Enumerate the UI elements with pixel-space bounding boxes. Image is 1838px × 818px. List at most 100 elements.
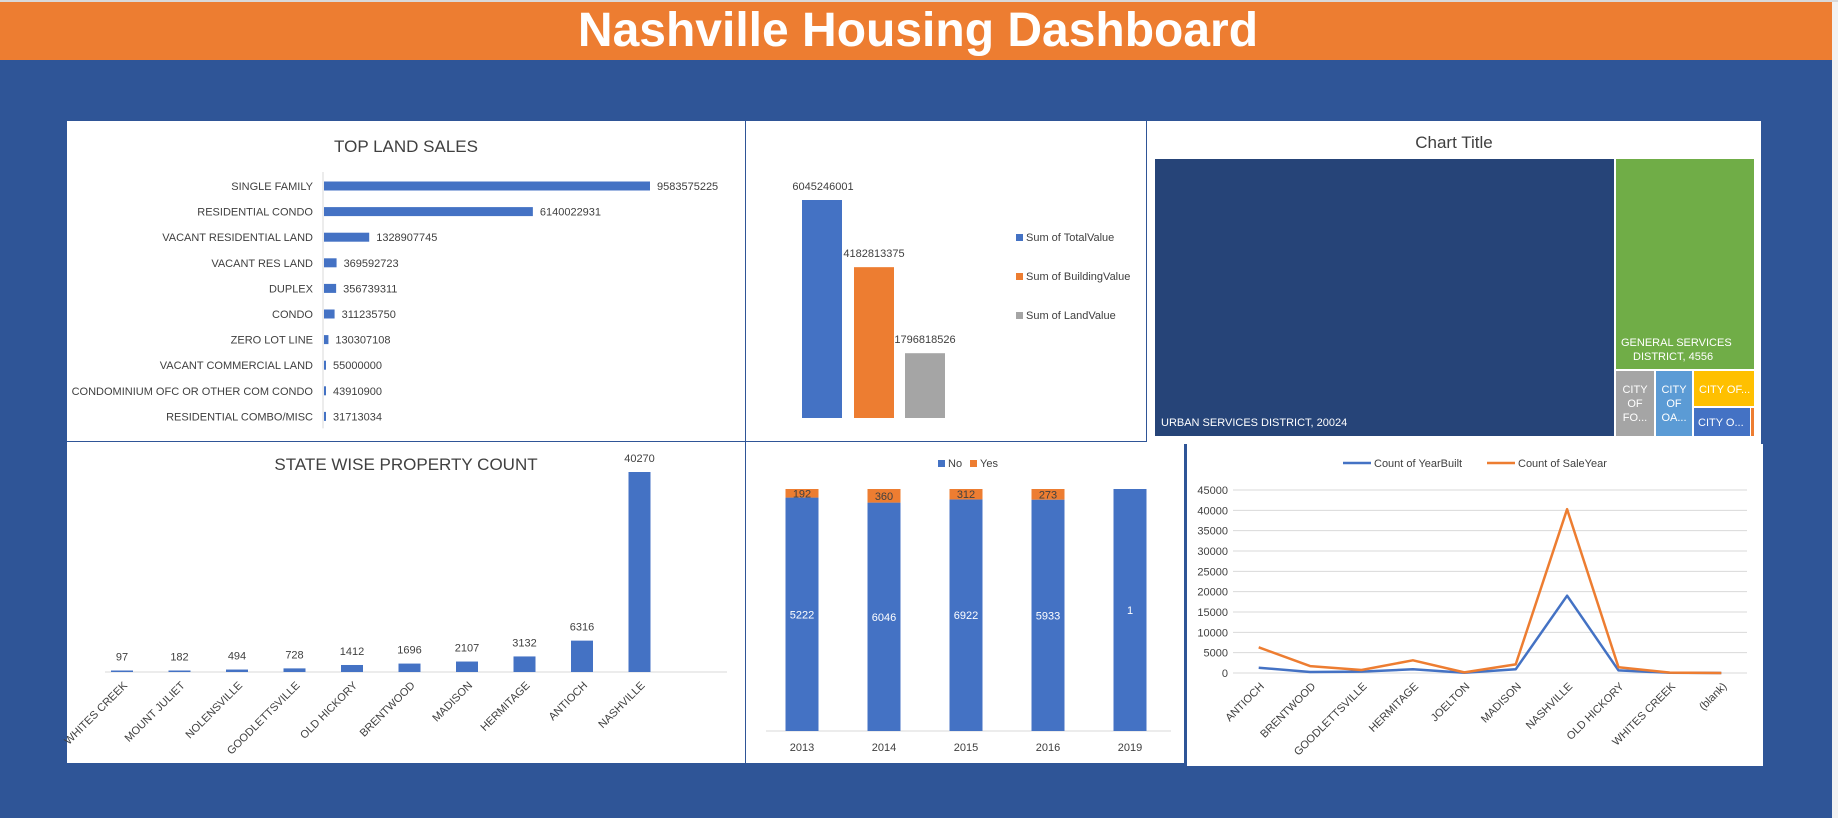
category-label: VACANT RESIDENTIAL LAND <box>162 232 313 244</box>
value-sums-panel[interactable]: 6045246001 Sum of TotalValue 4182813375 Sum… <box>746 121 1146 441</box>
bar <box>324 360 326 370</box>
data-label: 2107 <box>455 643 479 655</box>
y-tick-label: 5000 <box>1204 648 1228 660</box>
y-tick-label: 0 <box>1222 668 1228 680</box>
data-label: 9583575225 <box>657 181 718 193</box>
data-label: 55000000 <box>333 360 382 372</box>
chart-title: STATE WISE PROPERTY COUNT <box>274 455 537 474</box>
bar <box>283 668 306 672</box>
category-label: NASHVILLE <box>1524 681 1575 732</box>
legend-label: Sum of TotalValue <box>1026 232 1114 244</box>
category-label: VACANT RES LAND <box>211 258 313 270</box>
value-sums-chart: 6045246001 Sum of TotalValue 4182813375 Sum… <box>792 181 1130 418</box>
legend-label: Count of SaleYear <box>1518 458 1607 470</box>
bar-segment <box>785 489 819 498</box>
vacant-by-year-panel[interactable]: No Yes 5222 192 2013 6046 360 2014 6922 312 2015 59… <box>746 442 1184 763</box>
tile-label: CITY <box>1661 384 1687 396</box>
data-label: 6922 <box>954 610 978 622</box>
data-label: 31713034 <box>333 411 382 423</box>
bar <box>571 640 593 672</box>
tile-label: CITY OF... <box>1699 384 1750 396</box>
chart-title: TOP LAND SALES <box>334 137 478 156</box>
data-label: 273 <box>1039 489 1057 501</box>
bar <box>905 353 945 418</box>
bar <box>324 232 370 242</box>
tile-label: OF <box>1666 398 1682 410</box>
tile-label: DISTRICT, 4556 <box>1633 351 1713 363</box>
bar-segment <box>867 502 901 731</box>
bar-segment <box>949 489 983 500</box>
data-label: 311235750 <box>342 309 396 321</box>
bar <box>398 663 421 672</box>
dashboard-header: Nashville Housing Dashboard <box>0 2 1836 60</box>
treemap-tile <box>1616 159 1754 369</box>
data-label: 6316 <box>570 622 594 634</box>
bar-segment <box>1113 489 1147 731</box>
bar <box>324 258 337 268</box>
category-label: RESIDENTIAL COMBO/MISC <box>166 411 313 423</box>
data-label: 356739311 <box>343 283 397 295</box>
data-label: 43910900 <box>333 386 382 398</box>
y-tick-label: 10000 <box>1197 627 1228 639</box>
treemap-panel[interactable]: Chart Title URBAN SERVICES DISTRICT, 2002… <box>1147 121 1761 444</box>
treemap-chart: Chart Title URBAN SERVICES DISTRICT, 2002… <box>1155 133 1754 436</box>
data-label: 1328907745 <box>376 232 437 244</box>
bar <box>341 664 363 672</box>
vacant-by-year-chart: No Yes 5222 192 2013 6046 360 2014 6922 312 2015 59… <box>766 458 1171 754</box>
data-label: 5933 <box>1036 610 1060 622</box>
y-tick-label: 15000 <box>1197 607 1228 619</box>
data-label: 182 <box>170 652 188 664</box>
y-tick-label: 45000 <box>1197 485 1228 497</box>
category-label: 2013 <box>790 742 814 754</box>
dashboard-title: Nashville Housing Dashboard <box>577 4 1259 57</box>
legend-marker <box>970 460 977 467</box>
category-label: HERMITAGE <box>1367 681 1421 735</box>
y-tick-label: 20000 <box>1197 587 1228 599</box>
bar <box>168 670 191 672</box>
category-label: CONDOMINIUM OFC OR OTHER COM CONDO <box>72 386 314 398</box>
bar <box>628 472 651 672</box>
data-label: 360 <box>875 491 893 503</box>
top-land-sales-chart: TOP LAND SALES SINGLE FAMILY 9583575225 RES… <box>72 137 718 429</box>
data-label: 1 <box>1127 605 1133 617</box>
category-label: RESIDENTIAL CONDO <box>197 207 313 219</box>
tile-label: CITY <box>1622 384 1648 396</box>
data-label: 3132 <box>512 637 536 649</box>
category-label: VACANT COMMERCIAL LAND <box>160 360 313 372</box>
category-label: CONDO <box>272 309 313 321</box>
category-label: ANTIOCH <box>1223 681 1267 725</box>
bar-segment <box>785 497 819 731</box>
property-count-panel[interactable]: STATE WISE PROPERTY COUNT 97 WHITES CREEK 1… <box>62 442 745 763</box>
legend-label: Count of YearBuilt <box>1374 458 1462 470</box>
data-label: 4182813375 <box>843 248 904 260</box>
treemap-tile <box>1616 371 1654 436</box>
tile-label: OA... <box>1661 412 1686 424</box>
data-label: 5222 <box>790 609 814 621</box>
bar-segment <box>1031 499 1065 731</box>
tile-label: GENERAL SERVICES <box>1621 337 1732 349</box>
legend-marker <box>938 460 945 467</box>
category-label: (blank) <box>1697 681 1729 713</box>
top-land-sales-panel[interactable]: TOP LAND SALES SINGLE FAMILY 9583575225 RES… <box>67 121 745 441</box>
y-tick-label: 25000 <box>1197 566 1228 578</box>
bar <box>324 181 650 191</box>
bar <box>324 335 329 345</box>
legend-label: No <box>948 458 962 470</box>
data-label: 192 <box>793 488 811 500</box>
category-label: DUPLEX <box>269 283 314 295</box>
category-label: NOLENSVILLE <box>183 680 245 742</box>
data-label: 130307108 <box>335 335 390 347</box>
sheet-gridline <box>0 0 1838 2</box>
line-chart-panel[interactable]: Count of YearBuilt Count of SaleYear 0 5000… <box>1187 444 1763 766</box>
sheet-edge <box>1832 2 1838 818</box>
tile-label: CITY O... <box>1698 417 1744 429</box>
category-label: MADISON <box>430 680 475 725</box>
treemap-tile <box>1694 371 1754 406</box>
legend-label: Sum of BuildingValue <box>1026 271 1130 283</box>
category-label: SINGLE FAMILY <box>231 181 313 193</box>
data-label: 1696 <box>397 645 421 657</box>
data-label: 97 <box>116 652 128 664</box>
category-label: JOELTON <box>1429 681 1473 725</box>
property-count-chart: STATE WISE PROPERTY COUNT 97 WHITES CREEK 1… <box>62 453 727 757</box>
treemap-tile <box>1155 159 1614 436</box>
